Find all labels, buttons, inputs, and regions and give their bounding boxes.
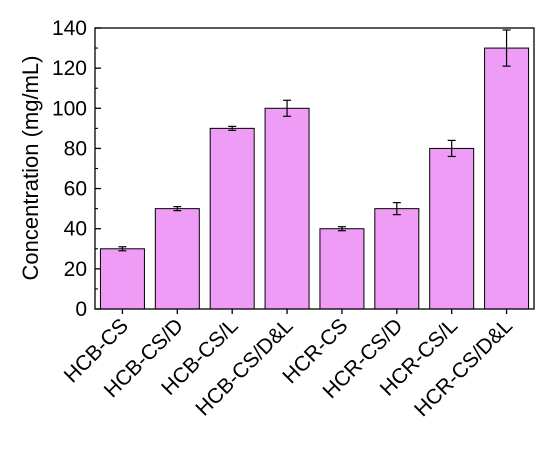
y-axis-title: Concentration (mg/mL) xyxy=(18,56,43,281)
error-bar-0 xyxy=(118,246,127,252)
y-tick-label-3: 60 xyxy=(64,178,87,201)
bar-2 xyxy=(209,127,255,310)
y-tick-label-5: 100 xyxy=(52,97,87,120)
bar-7 xyxy=(484,47,530,310)
y-tick-label-2: 40 xyxy=(64,218,87,241)
x-axis: HCB-CSHCB-CS/DHCB-CS/LHCB-CS/D&LHCR-CSHC… xyxy=(60,309,517,421)
y-tick-label-0: 0 xyxy=(75,298,87,321)
error-bar-2 xyxy=(228,125,237,131)
y-tick-label-4: 80 xyxy=(64,137,87,160)
bars xyxy=(99,47,530,310)
error-bar-1 xyxy=(173,206,182,212)
y-axis: 0 20 40 60 80 100 120 140 xyxy=(52,17,101,321)
error-bar-3 xyxy=(283,99,292,117)
bar-0 xyxy=(99,248,145,310)
x-tick-label-7: HCR-CS/D&L xyxy=(410,314,517,421)
bar-4 xyxy=(319,228,365,310)
bar-6 xyxy=(429,147,475,310)
error-bars xyxy=(118,29,511,252)
bar-1 xyxy=(154,208,200,310)
error-bar-4 xyxy=(337,226,346,232)
bar-5 xyxy=(374,208,420,310)
x-tick-label-3: HCB-CS/D&L xyxy=(191,314,297,420)
error-bar-6 xyxy=(447,139,456,158)
y-tick-label-7: 140 xyxy=(52,17,87,40)
error-bar-7 xyxy=(502,29,511,67)
y-tick-label-1: 20 xyxy=(64,258,87,281)
error-bar-5 xyxy=(392,202,401,216)
y-tick-label-6: 120 xyxy=(52,57,87,80)
bar-3 xyxy=(264,107,310,310)
